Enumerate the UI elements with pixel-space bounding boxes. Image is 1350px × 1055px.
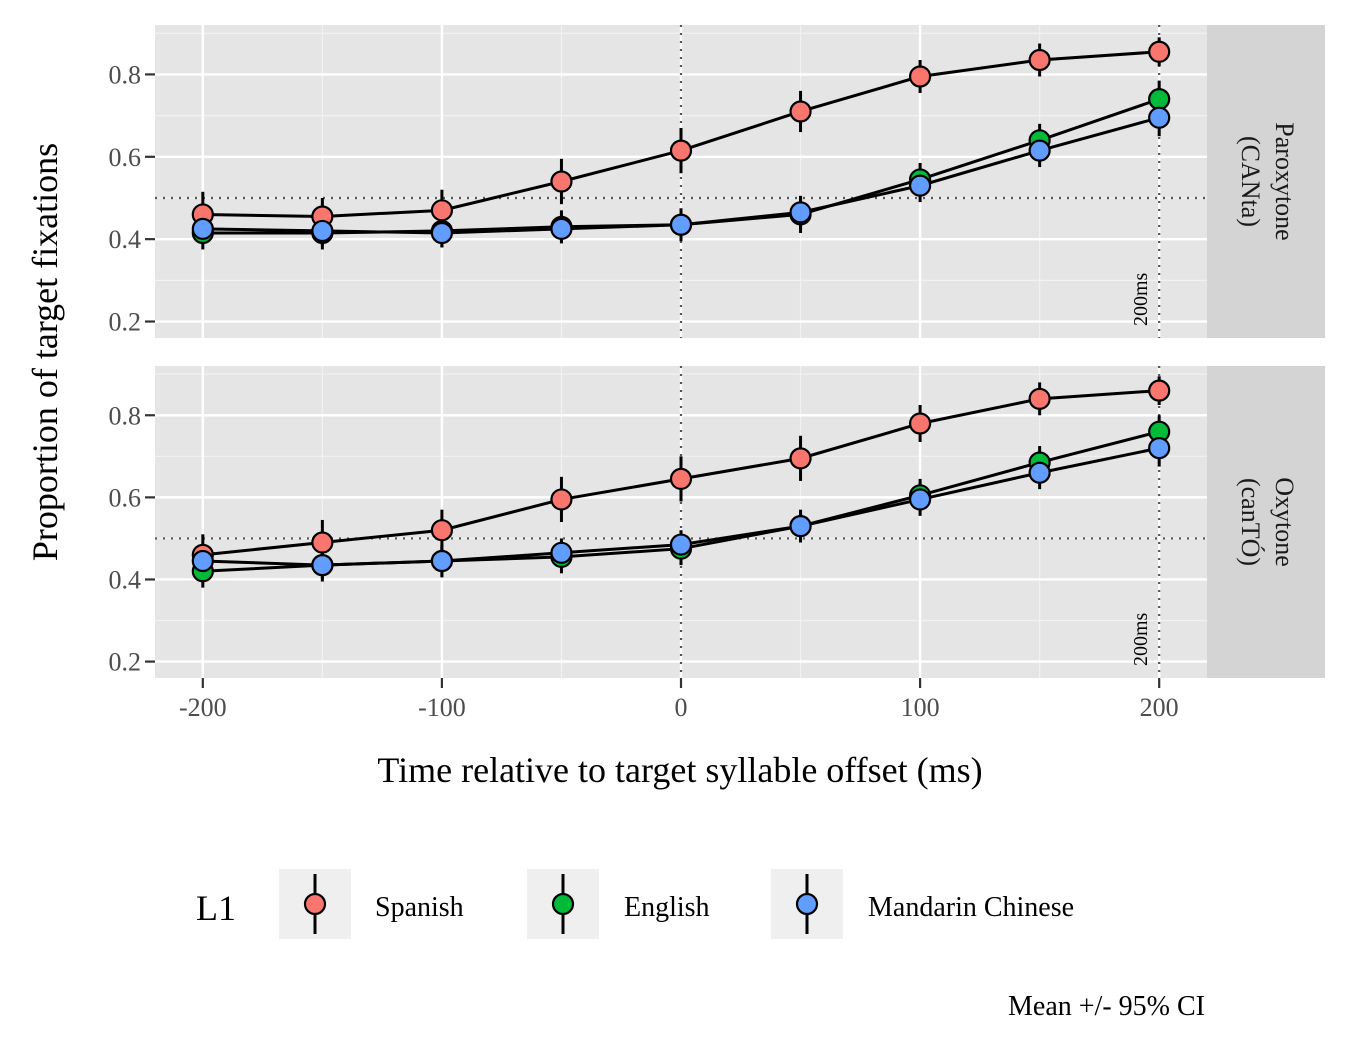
facet-strip-label-line: Paroxytone	[1270, 122, 1299, 240]
data-point-mandarin-chinese	[191, 549, 214, 573]
legend-key-point	[795, 892, 819, 916]
data-point-mandarin-chinese	[550, 541, 573, 564]
facet-strip-label-line: (canTÓ)	[1236, 478, 1265, 566]
y-tick-label: 0.2	[109, 308, 142, 337]
data-point-mandarin-chinese	[1148, 437, 1171, 460]
reference-annotation: 200ms	[1130, 272, 1152, 326]
facet-strip-label-line: Oxytone	[1270, 477, 1299, 567]
data-point-mandarin-chinese	[789, 201, 812, 224]
data-point-spanish	[908, 412, 932, 435]
caption: Mean +/- 95% CI	[1008, 991, 1205, 1022]
data-point-english	[1148, 88, 1171, 111]
data-point-spanish	[430, 199, 454, 222]
data-point-mandarin-chinese	[550, 217, 573, 240]
data-point-spanish	[669, 467, 693, 490]
legend-label-mandarin-chinese: Mandarin Chinese	[868, 892, 1074, 923]
data-point-mandarin-chinese	[908, 174, 932, 197]
facet-strip-label-line: (CANta)	[1236, 136, 1265, 227]
data-point-spanish	[550, 488, 573, 511]
data-point-mandarin-chinese	[191, 217, 214, 240]
data-point-mandarin-chinese	[908, 488, 932, 511]
data-point-spanish	[1028, 387, 1051, 410]
y-axis-title: Proportion of target fixations	[25, 143, 65, 561]
facet-panels: 200ms Paroxytone(CANta) 200ms Oxytone(canTÓ…	[155, 25, 1325, 678]
data-point-mandarin-chinese	[430, 549, 454, 573]
data-point-mandarin-chinese	[1028, 139, 1051, 162]
data-point-mandarin-chinese	[789, 515, 812, 538]
facet-strip-label: Paroxytone(CANta)	[1236, 122, 1299, 240]
data-point-spanish	[430, 519, 454, 542]
facet-strip	[1207, 25, 1325, 338]
x-tick-label: 0	[675, 693, 688, 722]
data-point-spanish	[1028, 48, 1051, 72]
data-point-mandarin-chinese	[669, 213, 693, 236]
legend-item-spanish: Spanish	[279, 869, 464, 939]
data-point-spanish	[311, 531, 334, 554]
data-point-spanish	[789, 100, 812, 123]
data-point-spanish	[669, 139, 693, 162]
data-point-spanish	[789, 447, 812, 470]
y-tick-label: 0.6	[109, 143, 142, 172]
data-point-mandarin-chinese	[1148, 106, 1171, 129]
facet-panel-2: 200ms Oxytone(canTÓ)	[155, 366, 1325, 678]
x-tick-label: 100	[901, 693, 940, 722]
data-point-spanish	[908, 65, 932, 88]
data-point-spanish	[1148, 40, 1171, 63]
y-tick-label: 0.6	[109, 483, 142, 512]
x-tick-label: 200	[1140, 693, 1179, 722]
data-point-mandarin-chinese	[311, 554, 334, 577]
x-axis-title: Time relative to target syllable offset …	[377, 750, 982, 790]
facet-strip	[1207, 366, 1325, 678]
y-tick-label: 0.4	[109, 225, 142, 254]
data-point-mandarin-chinese	[311, 219, 334, 243]
axes: Proportion of target fixations Time rela…	[25, 60, 1179, 790]
legend-label-spanish: Spanish	[375, 892, 464, 923]
reference-annotation: 200ms	[1130, 612, 1152, 666]
data-point-spanish	[1148, 379, 1171, 402]
data-point-mandarin-chinese	[430, 221, 454, 245]
y-tick-label: 0.2	[109, 648, 142, 677]
data-point-spanish	[550, 170, 573, 193]
facet-panel-1: 200ms Paroxytone(CANta)	[155, 25, 1325, 338]
x-tick-label: -100	[418, 693, 466, 722]
legend-key-point	[551, 892, 575, 916]
data-point-mandarin-chinese	[1028, 461, 1051, 484]
x-tick-label: -200	[179, 693, 227, 722]
legend-key-point	[303, 892, 327, 916]
legend-item-english: English	[527, 869, 710, 939]
y-tick-label: 0.8	[109, 401, 142, 430]
data-point-mandarin-chinese	[669, 533, 693, 556]
legend: L1 Spanish English Mandarin Chinese	[196, 869, 1074, 939]
y-tick-label: 0.8	[109, 60, 142, 89]
legend-title: L1	[196, 888, 236, 928]
legend-label-english: English	[624, 892, 710, 923]
facet-strip-label: Oxytone(canTÓ)	[1236, 477, 1299, 567]
y-tick-label: 0.4	[109, 565, 142, 594]
legend-item-mandarin-chinese: Mandarin Chinese	[771, 869, 1074, 939]
